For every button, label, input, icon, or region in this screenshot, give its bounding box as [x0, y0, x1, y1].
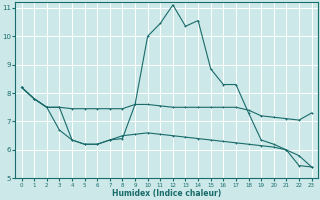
X-axis label: Humidex (Indice chaleur): Humidex (Indice chaleur) [112, 189, 221, 198]
